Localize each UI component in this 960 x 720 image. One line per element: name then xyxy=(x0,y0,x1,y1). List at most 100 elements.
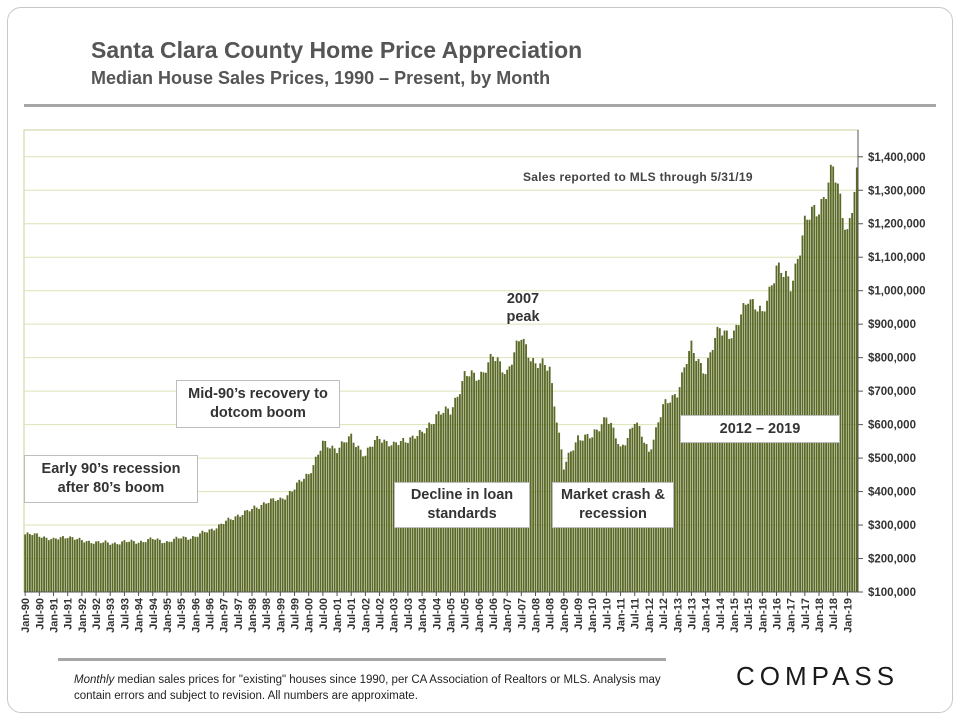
bar xyxy=(499,361,501,592)
bar xyxy=(234,516,237,592)
bar xyxy=(288,490,291,592)
bar xyxy=(803,215,806,592)
bar xyxy=(116,544,119,592)
x-tick-label: Jan-13 xyxy=(672,598,684,633)
bar xyxy=(357,445,360,592)
bar xyxy=(277,499,279,592)
bar xyxy=(267,502,270,592)
compass-logo: COMPASS xyxy=(736,661,900,691)
y-tick-label: $400,000 xyxy=(868,487,916,499)
bar xyxy=(355,447,357,592)
bar xyxy=(31,535,34,592)
bar xyxy=(385,441,388,592)
bar xyxy=(825,198,828,592)
bar xyxy=(166,541,168,592)
bar xyxy=(714,337,716,592)
bar xyxy=(508,366,511,592)
bar xyxy=(220,523,223,592)
bar xyxy=(319,450,322,592)
bar xyxy=(841,218,844,593)
bar xyxy=(690,340,693,592)
bar xyxy=(522,338,525,592)
bar xyxy=(59,537,62,592)
bar xyxy=(716,326,719,592)
bar xyxy=(272,498,275,592)
x-tick-label: Jul-07 xyxy=(516,598,528,630)
x-tick-label: Jul-00 xyxy=(318,598,330,630)
bar xyxy=(102,542,105,592)
bar xyxy=(303,478,305,592)
bar xyxy=(196,536,199,592)
bar xyxy=(366,447,369,592)
bar xyxy=(336,453,338,592)
bar xyxy=(536,368,539,592)
x-tick-label: Jan-19 xyxy=(842,598,854,633)
bar xyxy=(80,540,83,592)
bar xyxy=(676,397,679,592)
bar xyxy=(314,456,317,592)
bar xyxy=(733,330,735,592)
bar xyxy=(246,509,249,592)
bar xyxy=(811,206,813,593)
annotation-early90s: Early 90’s recession after 80’s boom xyxy=(24,455,198,503)
bar xyxy=(851,213,854,592)
bar xyxy=(761,311,764,592)
bar xyxy=(92,543,95,592)
x-tick-label: Jul-01 xyxy=(346,598,358,630)
x-tick-label: Jan-98 xyxy=(247,598,259,633)
bar xyxy=(822,196,825,592)
bar xyxy=(737,325,740,592)
bar xyxy=(721,335,724,592)
x-tick-label: Jul-13 xyxy=(686,598,698,630)
bar xyxy=(520,339,523,592)
bar xyxy=(236,514,239,592)
bar xyxy=(820,198,823,592)
bar xyxy=(697,358,700,592)
y-tick-label: $1,200,000 xyxy=(868,219,926,231)
bar xyxy=(848,218,851,593)
bar xyxy=(177,538,180,592)
bar xyxy=(381,442,383,592)
chart-title: Santa Clara County Home Price Appreciati… xyxy=(91,37,583,63)
y-tick-label: $100,000 xyxy=(868,587,916,599)
bar xyxy=(834,182,837,592)
bar xyxy=(688,350,690,592)
annotation-2012-2019: 2012 – 2019 xyxy=(680,415,840,443)
bar xyxy=(492,356,494,592)
bar xyxy=(121,541,123,592)
bar xyxy=(168,541,171,592)
bar xyxy=(253,505,256,592)
x-tick-label: Jul-92 xyxy=(91,598,103,630)
x-tick-label: Jul-10 xyxy=(601,598,613,630)
bar xyxy=(128,541,131,592)
bar xyxy=(64,538,67,592)
bar xyxy=(525,344,527,592)
bar xyxy=(269,498,272,592)
y-tick-label: $700,000 xyxy=(868,386,916,398)
bar xyxy=(832,166,835,593)
bar xyxy=(312,465,315,592)
bar xyxy=(350,433,353,592)
bar xyxy=(463,371,466,592)
bar xyxy=(839,193,842,593)
x-tick-label: Jul-04 xyxy=(431,597,443,630)
y-tick-label: $600,000 xyxy=(868,420,916,432)
bar xyxy=(217,524,220,592)
sales-reported-note: Sales reported to MLS through 5/31/19 xyxy=(523,170,753,184)
bar xyxy=(801,235,804,592)
x-tick-label: Jan-10 xyxy=(587,598,599,633)
bar xyxy=(494,361,497,592)
x-tick-label: Jan-03 xyxy=(389,598,401,633)
bar xyxy=(163,542,166,592)
bar xyxy=(338,447,341,592)
x-tick-label: Jan-07 xyxy=(502,598,514,633)
bar xyxy=(281,498,284,592)
bar xyxy=(85,541,88,592)
y-tick-label: $800,000 xyxy=(868,353,916,365)
bar xyxy=(331,445,334,592)
bar xyxy=(142,542,145,592)
bar xyxy=(52,537,55,592)
bar xyxy=(371,446,374,592)
bar xyxy=(123,540,126,592)
bar xyxy=(317,454,320,592)
